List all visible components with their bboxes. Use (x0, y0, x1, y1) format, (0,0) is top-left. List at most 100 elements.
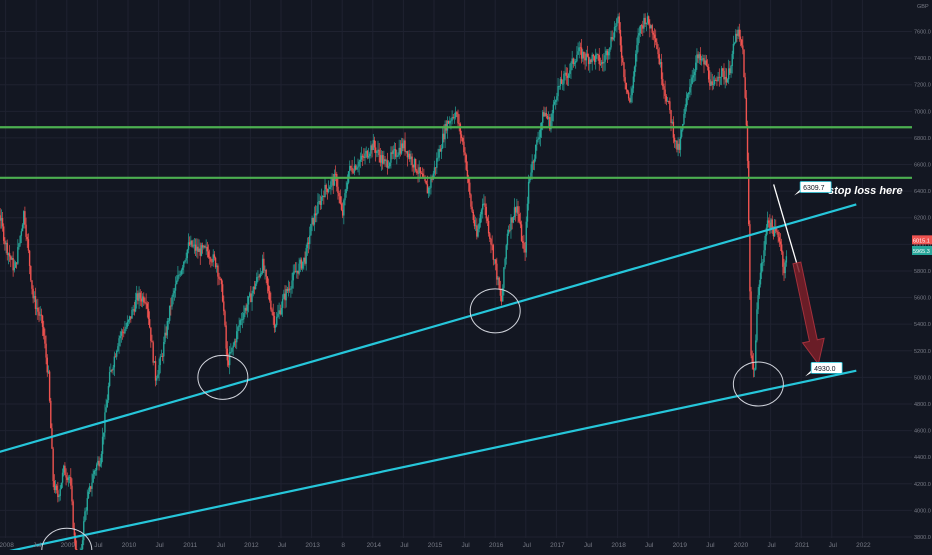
candle-body (284, 293, 286, 301)
candle-body (224, 311, 226, 326)
candle-body (281, 298, 284, 308)
candle-body (551, 113, 553, 122)
highlight-circle[interactable] (197, 354, 249, 400)
candle-body (160, 356, 163, 357)
candle-body (48, 371, 51, 401)
candle-body (646, 16, 649, 23)
candle-body (598, 55, 600, 65)
candle-body (133, 309, 136, 312)
candle-body (121, 331, 124, 333)
candle-body (303, 257, 305, 262)
candle-body (431, 178, 433, 180)
candle-body (389, 162, 391, 167)
candle-body (544, 112, 546, 117)
candle-body (647, 16, 650, 24)
candle-body (144, 302, 146, 304)
y-tick-label: 5800.0 (914, 269, 931, 275)
candle-body (700, 59, 703, 61)
candle-body (756, 309, 758, 341)
candle-body (733, 42, 736, 44)
candle-body (131, 309, 133, 319)
candle-body (126, 321, 128, 327)
candle-body (318, 201, 320, 203)
candle-body (444, 123, 446, 140)
price-tag: 6015.1 (912, 235, 932, 245)
candle-body (293, 271, 296, 273)
x-tick-label: Jul (461, 542, 470, 549)
candle-body (361, 155, 364, 157)
down-trend[interactable] (773, 184, 800, 273)
candle-body (309, 235, 311, 244)
x-tick-label: 2015 (428, 542, 443, 549)
candle-body (10, 256, 12, 260)
candle-body (314, 213, 317, 216)
highlight-circle[interactable] (732, 361, 784, 407)
candle-body (686, 94, 689, 99)
candle-body (178, 274, 180, 276)
candle-body (253, 286, 256, 290)
candle-body (312, 217, 314, 225)
candle-body (777, 232, 779, 238)
candle-body (464, 152, 466, 156)
annotations[interactable]: stop loss here 6309.7 4930.0 (794, 181, 903, 377)
candle-body (436, 158, 438, 168)
x-tick-label: 2018 (611, 542, 626, 549)
candle-body (704, 60, 706, 65)
highlight-circle[interactable] (469, 288, 521, 334)
candle-body (239, 320, 241, 326)
candle-body (198, 248, 200, 252)
candle-body (600, 62, 603, 65)
candle-body (780, 244, 783, 252)
candle-body (411, 156, 413, 165)
candle-body (584, 58, 586, 61)
candle-body (50, 400, 52, 429)
candle-body (401, 143, 404, 149)
candle-body (365, 150, 367, 154)
candle-body (327, 189, 330, 193)
candle-body (479, 214, 482, 224)
candle-body (442, 133, 444, 149)
candle-body (607, 51, 610, 56)
candle-body (617, 16, 619, 19)
candle-body (709, 79, 711, 86)
candle-body (718, 76, 720, 78)
candle-body (286, 289, 289, 291)
candle-body (542, 112, 544, 123)
y-tick-label: 4800.0 (914, 402, 931, 408)
candle-body (207, 251, 210, 258)
candle-body (61, 472, 64, 483)
candle-body (458, 123, 460, 125)
drawn-lines[interactable] (0, 126, 912, 555)
candle-body (670, 110, 672, 123)
callout-4930[interactable]: 4930.0 (805, 361, 843, 377)
candle-body (19, 235, 21, 244)
candle-body (626, 89, 629, 93)
candle-body (513, 207, 516, 217)
projection-arrow[interactable] (792, 261, 825, 366)
candle-body (783, 266, 785, 274)
candle-body (453, 117, 456, 119)
candle-body (602, 62, 604, 64)
candle-body (477, 228, 479, 237)
candle-body (546, 115, 549, 120)
candle-body (245, 307, 247, 311)
candle-body (420, 172, 423, 174)
candle-body (263, 258, 265, 271)
trend-upper[interactable] (0, 203, 857, 467)
candle-body (67, 477, 70, 480)
callout-6309[interactable]: 6309.7 (794, 181, 832, 196)
trend-lower[interactable] (0, 369, 857, 555)
candle-body (304, 257, 306, 264)
candle-body (520, 224, 523, 242)
candle-body (749, 224, 751, 292)
candle-body (480, 209, 483, 215)
y-tick-label: 6200.0 (914, 216, 931, 222)
candle-body (234, 341, 237, 343)
candle-body (517, 206, 519, 214)
candle-body (639, 25, 642, 34)
candle-body (53, 481, 56, 491)
candle-body (413, 159, 416, 168)
candle-body (73, 528, 76, 536)
